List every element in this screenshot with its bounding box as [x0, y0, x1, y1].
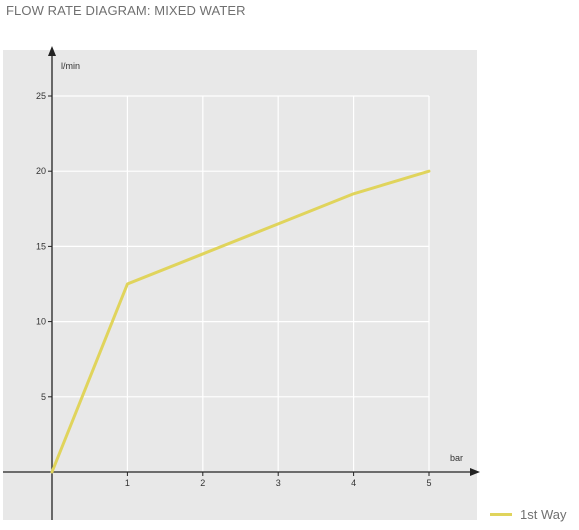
y-axis-label: l/min — [61, 61, 80, 71]
series-line — [50, 169, 431, 474]
legend-swatch — [490, 513, 512, 516]
axes — [3, 46, 480, 520]
x-axis-arrow — [470, 468, 480, 476]
y-tick-label: 25 — [36, 91, 46, 101]
y-tick-label: 20 — [36, 166, 46, 176]
y-tick-label: 5 — [41, 392, 46, 402]
legend: 1st Way — [490, 507, 566, 522]
x-tick-label: 1 — [125, 478, 130, 488]
y-tick-label: 15 — [36, 241, 46, 251]
chart-title: FLOW RATE DIAGRAM: MIXED WATER — [6, 3, 246, 18]
x-tick-label: 4 — [351, 478, 356, 488]
x-tick-label: 5 — [426, 478, 431, 488]
x-tick-label: 2 — [200, 478, 205, 488]
axis-ticks: 1 2 3 4 5 5 10 15 20 25 — [36, 91, 432, 488]
plot-background — [3, 50, 477, 520]
y-axis-arrow — [48, 46, 56, 56]
x-axis-label: bar — [450, 453, 463, 463]
x-tick-label: 3 — [276, 478, 281, 488]
series-group — [50, 169, 431, 474]
y-tick-label: 10 — [36, 317, 46, 327]
legend-label: 1st Way — [520, 507, 567, 522]
